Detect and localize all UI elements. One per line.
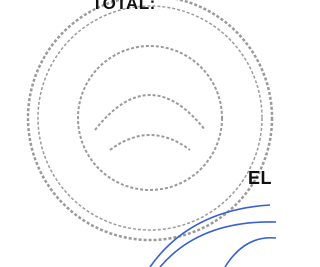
stamp-outer-ring	[28, 0, 272, 240]
document-page: TOTAL: EL	[0, 0, 276, 267]
stamp-emblem	[110, 135, 190, 150]
total-label: TOTAL:	[92, 0, 156, 14]
signature-stroke	[225, 238, 276, 267]
stamp-emblem	[95, 95, 205, 130]
stamp-center-ring	[78, 46, 222, 190]
signature	[150, 205, 276, 267]
signature-stroke	[160, 222, 276, 267]
text-fragment: EL	[248, 168, 272, 189]
stamp	[28, 0, 272, 240]
stamp-inner-ring	[38, 6, 262, 230]
stamp-and-signature	[0, 0, 276, 267]
